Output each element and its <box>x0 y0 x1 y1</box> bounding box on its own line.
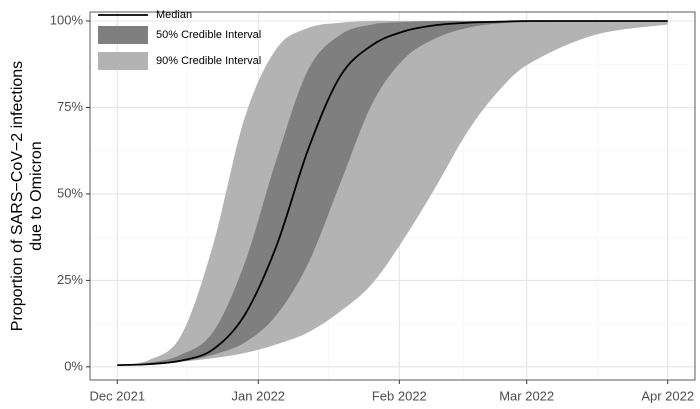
legend-label: Median <box>156 9 192 21</box>
x-tick-label: Feb 2022 <box>372 388 427 403</box>
legend-label: 50% Credible Interval <box>156 29 261 41</box>
y-tick-label: 50% <box>57 185 83 200</box>
y-tick-label: 100% <box>50 12 84 27</box>
legend-key <box>98 26 148 44</box>
legend-key <box>98 52 148 70</box>
credible-band <box>117 20 668 366</box>
panel-border <box>89 11 696 381</box>
y-tick-label: 0% <box>64 358 83 373</box>
y-axis-label: due to Omicron <box>28 141 45 250</box>
x-tick-label: Jan 2022 <box>232 388 286 403</box>
x-tick-label: Apr 2022 <box>641 388 694 403</box>
y-tick-label: 75% <box>57 99 83 114</box>
legend-label: 90% Credible Interval <box>156 55 261 67</box>
y-axis-label: Proportion of SARS−CoV−2 infections <box>9 61 26 331</box>
median-line <box>117 20 668 367</box>
x-tick-label: Dec 2021 <box>89 388 145 403</box>
x-tick-label: Mar 2022 <box>499 388 554 403</box>
y-tick-label: 25% <box>57 272 83 287</box>
